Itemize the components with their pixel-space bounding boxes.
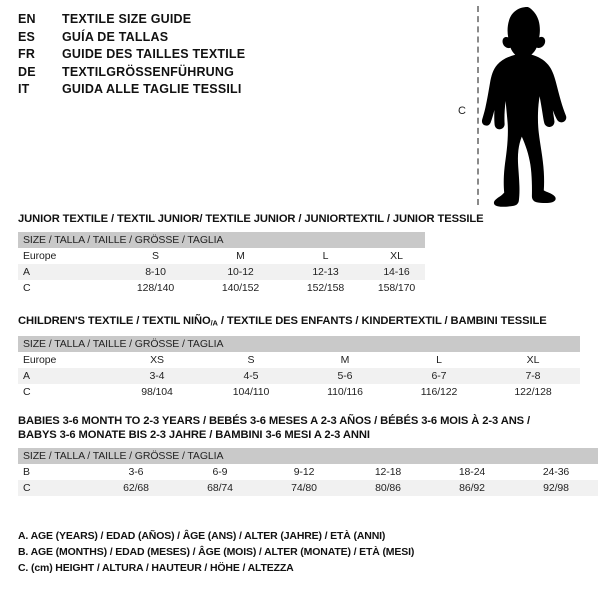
cell: 6-7 (392, 368, 486, 385)
table-header-bar: SIZE / TALLA / TAILLE / GRÖSSE / TAGLIA (18, 232, 425, 248)
children-size-table: SIZE / TALLA / TAILLE / GRÖSSE / TAGLIA … (18, 336, 580, 401)
cell: 68/74 (178, 480, 262, 496)
language-title: TEXTILE SIZE GUIDE (62, 12, 192, 26)
row-label: A (18, 264, 113, 280)
legend-line-a: A. AGE (YEARS) / EDAD (AÑOS) / ÂGE (ANS)… (18, 530, 386, 542)
height-dashed-line (477, 6, 479, 205)
language-row-de: DE TEXTILGRÖSSENFÜHRUNG (18, 65, 438, 83)
babies-size-table: SIZE / TALLA / TAILLE / GRÖSSE / TAGLIA … (18, 448, 598, 496)
row-label: C (18, 384, 110, 401)
cell: 92/98 (514, 480, 598, 496)
row-label: Europe (18, 352, 110, 369)
cell: 98/104 (110, 384, 204, 401)
section-title-children: CHILDREN'S TEXTILE / TEXTIL NIÑO/A / TEX… (18, 314, 580, 330)
section-childrens-textile: CHILDREN'S TEXTILE / TEXTIL NIÑO/A / TEX… (18, 314, 580, 401)
cell: 6-9 (178, 464, 262, 480)
cell: 3-6 (94, 464, 178, 480)
table-row: A 8-10 10-12 12-13 14-16 (18, 264, 425, 280)
cell: XL (368, 248, 425, 264)
cell: 80/86 (346, 480, 430, 496)
toddler-silhouette-icon (481, 7, 567, 207)
title-part-subscript: /A (210, 318, 218, 328)
table-header-bar: SIZE / TALLA / TAILLE / GRÖSSE / TAGLIA (18, 336, 580, 353)
cell: 104/110 (204, 384, 298, 401)
legend-line-b: B. AGE (MONTHS) / EDAD (MESES) / ÂGE (MO… (18, 546, 415, 558)
junior-size-table: SIZE / TALLA / TAILLE / GRÖSSE / TAGLIA … (18, 232, 425, 296)
cell: 14-16 (368, 264, 425, 280)
language-title: TEXTILGRÖSSENFÜHRUNG (62, 64, 235, 79)
cell: L (392, 352, 486, 369)
language-row-fr: FR GUIDE DES TAILLES TEXTILE (18, 47, 438, 65)
cell: 110/116 (298, 384, 392, 401)
cell: L (283, 248, 368, 264)
row-label: Europe (18, 248, 113, 264)
cell: XL (486, 352, 580, 369)
size-bar-label: SIZE / TALLA / TAILLE / GRÖSSE / TAGLIA (18, 336, 580, 353)
row-label: C (18, 280, 113, 296)
table-row: C 128/140 140/152 152/158 158/170 (18, 280, 425, 296)
language-code: EN (18, 12, 36, 26)
cell: 74/80 (262, 480, 346, 496)
cell: 12-13 (283, 264, 368, 280)
legend-line-c: C. (cm) HEIGHT / ALTURA / HAUTEUR / HÖHE… (18, 562, 294, 574)
language-code: DE (18, 64, 36, 79)
cell: M (198, 248, 283, 264)
table-row: A 3-4 4-5 5-6 6-7 7-8 (18, 368, 580, 385)
cell: 5-6 (298, 368, 392, 385)
language-title: GUÍA DE TALLAS (62, 29, 169, 44)
cell: 9-12 (262, 464, 346, 480)
cell: XS (110, 352, 204, 369)
size-bar-label: SIZE / TALLA / TAILLE / GRÖSSE / TAGLIA (18, 448, 598, 464)
row-label: A (18, 368, 110, 385)
table-row: Europe XS S M L XL (18, 352, 580, 369)
language-code: ES (18, 29, 36, 44)
language-code: FR (18, 47, 36, 61)
section-title-babies-line2: BABYS 3-6 MONATE BIS 2-3 JAHRE / BAMBINI… (18, 429, 370, 441)
row-label: B (18, 464, 94, 480)
language-row-en: EN TEXTILE SIZE GUIDE (18, 12, 438, 30)
section-title-junior: JUNIOR TEXTILE / TEXTIL JUNIOR/ TEXTILE … (18, 213, 484, 225)
cell: 158/170 (368, 280, 425, 296)
language-row-es: ES GUÍA DE TALLAS (18, 30, 438, 48)
row-label: C (18, 480, 94, 496)
height-measurement-illustration: C (448, 0, 600, 212)
section-babies-textile: BABIES 3-6 MONTH TO 2-3 YEARS / BEBÉS 3-… (18, 414, 598, 496)
language-title: GUIDA ALLE TAGLIE TESSILI (62, 82, 242, 96)
language-title: GUIDE DES TAILLES TEXTILE (62, 47, 246, 61)
table-row: Europe S M L XL (18, 248, 425, 264)
cell: 62/68 (94, 480, 178, 496)
table-header-bar: SIZE / TALLA / TAILLE / GRÖSSE / TAGLIA (18, 448, 598, 464)
table-row: B 3-6 6-9 9-12 12-18 18-24 24-36 (18, 464, 598, 480)
section-title-babies-line1: BABIES 3-6 MONTH TO 2-3 YEARS / BEBÉS 3-… (18, 415, 531, 427)
cell: 8-10 (113, 264, 198, 280)
cell: 24-36 (514, 464, 598, 480)
height-measure-label: C (458, 105, 466, 117)
measurement-legend: A. AGE (YEARS) / EDAD (AÑOS) / ÂGE (ANS)… (18, 528, 414, 576)
cell: 152/158 (283, 280, 368, 296)
cell: S (113, 248, 198, 264)
table-row: C 62/68 68/74 74/80 80/86 86/92 92/98 (18, 480, 598, 496)
cell: 18-24 (430, 464, 514, 480)
section-junior-textile: JUNIOR TEXTILE / TEXTIL JUNIOR/ TEXTILE … (18, 212, 484, 296)
cell: 10-12 (198, 264, 283, 280)
language-code: IT (18, 82, 30, 96)
title-part-post: / TEXTILE DES ENFANTS / KINDERTEXTIL / B… (217, 315, 547, 327)
cell: 12-18 (346, 464, 430, 480)
cell: 7-8 (486, 368, 580, 385)
language-title-block: EN TEXTILE SIZE GUIDE ES GUÍA DE TALLAS … (18, 12, 438, 100)
cell: 3-4 (110, 368, 204, 385)
language-row-it: IT GUIDA ALLE TAGLIE TESSILI (18, 82, 438, 100)
cell: S (204, 352, 298, 369)
cell: 86/92 (430, 480, 514, 496)
cell: 122/128 (486, 384, 580, 401)
cell: 128/140 (113, 280, 198, 296)
table-row: C 98/104 104/110 110/116 116/122 122/128 (18, 384, 580, 401)
cell: 116/122 (392, 384, 486, 401)
cell: 140/152 (198, 280, 283, 296)
title-part-pre: CHILDREN'S TEXTILE / TEXTIL NIÑO (18, 315, 211, 327)
cell: 4-5 (204, 368, 298, 385)
cell: M (298, 352, 392, 369)
size-bar-label: SIZE / TALLA / TAILLE / GRÖSSE / TAGLIA (18, 232, 425, 248)
